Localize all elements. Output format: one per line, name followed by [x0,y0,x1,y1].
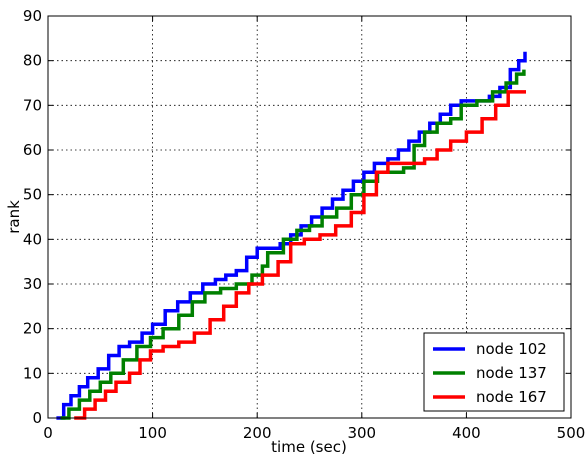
x-tick-label: 0 [43,424,53,442]
axis-ticks [47,15,572,419]
x-tick-label: 400 [452,424,481,442]
y-tick-label: 40 [23,230,42,248]
series-line-node-102 [56,51,527,420]
y-axis-label: rank [5,200,23,234]
legend-label-node-137: node 137 [476,364,547,382]
series-lines [56,51,527,420]
y-tick-label: 10 [23,364,42,382]
y-tick-label: 60 [23,141,42,159]
x-tick-label: 500 [557,424,586,442]
y-tick-label: 50 [23,186,42,204]
x-axis-label: time (sec) [271,438,347,456]
y-tick-label: 0 [32,409,42,427]
y-tick-label: 80 [23,52,42,70]
x-tick-label: 100 [138,424,167,442]
x-tick-label: 200 [243,424,272,442]
y-tick-label: 90 [23,7,42,25]
y-tick-label: 20 [23,320,42,338]
x-tick-labels: 0 100 200 300 400 500 [43,424,585,442]
series-line-node-167 [74,90,526,420]
series-line-node-137 [60,69,526,420]
y-tick-labels: 0 10 20 30 40 50 60 70 80 90 [23,7,42,427]
legend-label-node-167: node 167 [476,388,547,406]
y-tick-label: 30 [23,275,42,293]
plot-frame [47,15,572,419]
y-tick-label: 70 [23,96,42,114]
legend-label-node-102: node 102 [476,340,547,358]
x-tick-label: 300 [347,424,376,442]
legend: node 102 node 137 node 167 [423,332,565,412]
